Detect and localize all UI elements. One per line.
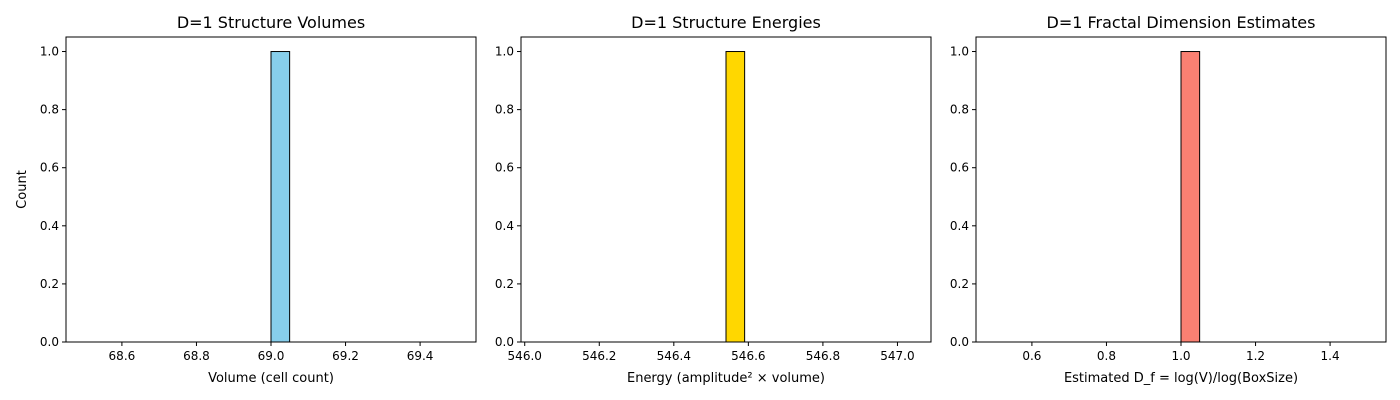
y-tick-label: 1.0 <box>950 45 969 59</box>
y-tick-label: 1.0 <box>495 45 514 59</box>
x-tick-label: 546.8 <box>806 349 840 363</box>
chart-panel-1: 68.6 68.8 69.0 69.2 69.4 0.0 0.2 0.4 0.6 0.8 1.0 D=… <box>15 13 477 386</box>
y-tick-label: 0.6 <box>40 161 59 175</box>
x-tick-label: 546.4 <box>657 349 691 363</box>
x-tick-label: 547.0 <box>880 349 914 363</box>
y-tick-label: 0.2 <box>495 277 514 291</box>
y-tick-label: 0.2 <box>950 277 969 291</box>
y-tick-label: 0.8 <box>950 103 969 117</box>
y-tick-label: 0.4 <box>495 219 514 233</box>
x-axis-label: Volume (cell count) <box>208 371 334 386</box>
histogram-bar <box>270 51 291 343</box>
x-tick-label: 0.6 <box>1022 349 1041 363</box>
histogram-bar <box>1180 51 1201 343</box>
x-tick-label: 69.2 <box>332 349 359 363</box>
y-tick-label: 0.8 <box>40 103 59 117</box>
chart-title: D=1 Fractal Dimension Estimates <box>1047 13 1316 32</box>
x-tick-label: 68.6 <box>109 349 136 363</box>
x-axis-label: Energy (amplitude² × volume) <box>627 371 825 386</box>
x-tick-label: 1.2 <box>1246 349 1265 363</box>
y-tick-label: 0.2 <box>40 277 59 291</box>
y-tick-label: 0.0 <box>495 335 514 349</box>
x-tick-label: 546.0 <box>508 349 542 363</box>
y-tick-label: 0.6 <box>495 161 514 175</box>
x-tick-label: 1.0 <box>1171 349 1190 363</box>
chart-title: D=1 Structure Volumes <box>177 13 365 32</box>
x-tick-label: 0.8 <box>1097 349 1116 363</box>
chart-panel-3: 0.6 0.8 1.0 1.2 1.4 0.0 0.2 0.4 0.6 0.8 1.0 D=1 Fra… <box>950 13 1387 386</box>
y-tick-label: 0.4 <box>40 219 59 233</box>
y-tick-label: 1.0 <box>40 45 59 59</box>
x-axis-label: Estimated D_f = log(V)/log(BoxSize) <box>1064 371 1298 386</box>
y-tick-label: 0.4 <box>950 219 969 233</box>
axes-frame <box>520 36 932 343</box>
y-tick-label: 0.6 <box>950 161 969 175</box>
x-tick-label: 69.4 <box>407 349 434 363</box>
histogram-bar <box>725 51 746 343</box>
chart-title: D=1 Structure Energies <box>631 13 821 32</box>
x-tick-label: 546.6 <box>731 349 765 363</box>
y-tick-label: 0.0 <box>950 335 969 349</box>
x-tick-label: 546.2 <box>582 349 616 363</box>
x-tick-label: 68.8 <box>183 349 210 363</box>
x-tick-label: 69.0 <box>258 349 285 363</box>
chart-panel-2: 546.0 546.2 546.4 546.6 546.8 547.0 0.0 0.2 0.4 0… <box>495 13 932 386</box>
y-axis-label: Count <box>15 170 30 209</box>
y-tick-label: 0.8 <box>495 103 514 117</box>
y-tick-label: 0.0 <box>40 335 59 349</box>
x-tick-label: 1.4 <box>1321 349 1340 363</box>
